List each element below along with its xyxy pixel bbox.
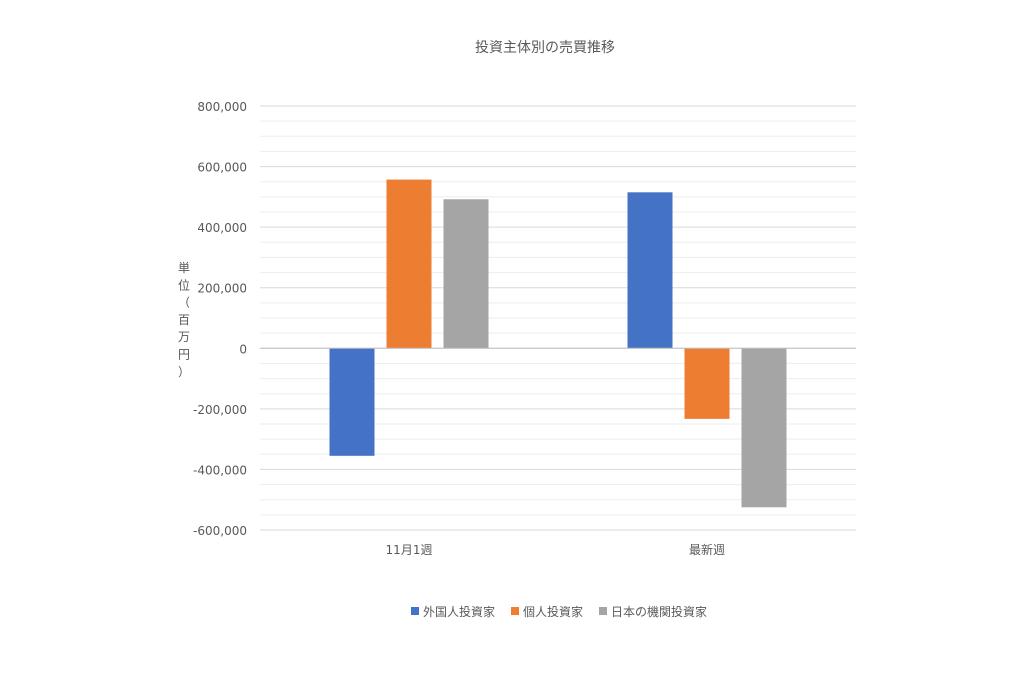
y-tick-label: -200,000 [193, 403, 247, 417]
y-axis-label-char: ） [178, 365, 190, 379]
bar [386, 179, 432, 349]
y-axis-label-char: 百 [178, 313, 190, 327]
y-axis-label-char: 円 [178, 348, 190, 362]
y-axis-label-char: 万 [178, 330, 190, 344]
y-tick-label: -400,000 [193, 463, 247, 477]
y-axis-label-char: 単 [178, 261, 190, 275]
y-tick-label: 800,000 [197, 100, 247, 114]
bars [260, 179, 856, 508]
y-axis-label: 単位 （ 百万円 ） [178, 261, 190, 379]
y-tick-label: 600,000 [197, 161, 247, 175]
legend-label: 個人投資家 [523, 604, 583, 619]
y-axis-label-char: 位 [178, 277, 190, 292]
bar [684, 348, 730, 419]
legend-label: 日本の機関投資家 [611, 604, 707, 619]
bar [443, 199, 489, 349]
x-tick-label: 11月1週 [386, 543, 433, 557]
y-tick-label: 0 [239, 342, 247, 356]
y-tick-label: 200,000 [197, 282, 247, 296]
legend-swatch [599, 607, 607, 615]
chart-title: 投資主体別の売買推移 [475, 40, 615, 56]
y-tick-label: -600,000 [193, 524, 247, 538]
bar [329, 348, 375, 456]
y-tick-label: 400,000 [197, 221, 247, 235]
x-tick-label: 最新週 [689, 542, 725, 557]
legend-swatch [411, 607, 419, 615]
bar [741, 348, 787, 508]
y-axis-ticks: -600,000 -400,000 -200,000 0 200,000 400,000 6… [193, 100, 247, 538]
legend-label: 外国人投資家 [423, 604, 495, 619]
legend-swatch [511, 607, 519, 615]
y-axis-label-char: （ [178, 296, 190, 310]
bar [627, 192, 673, 349]
x-axis-ticks: 11月1週 最新週 [386, 542, 725, 557]
legend: 外国人投資家 個人投資家 日本の機関投資家 [411, 604, 707, 619]
